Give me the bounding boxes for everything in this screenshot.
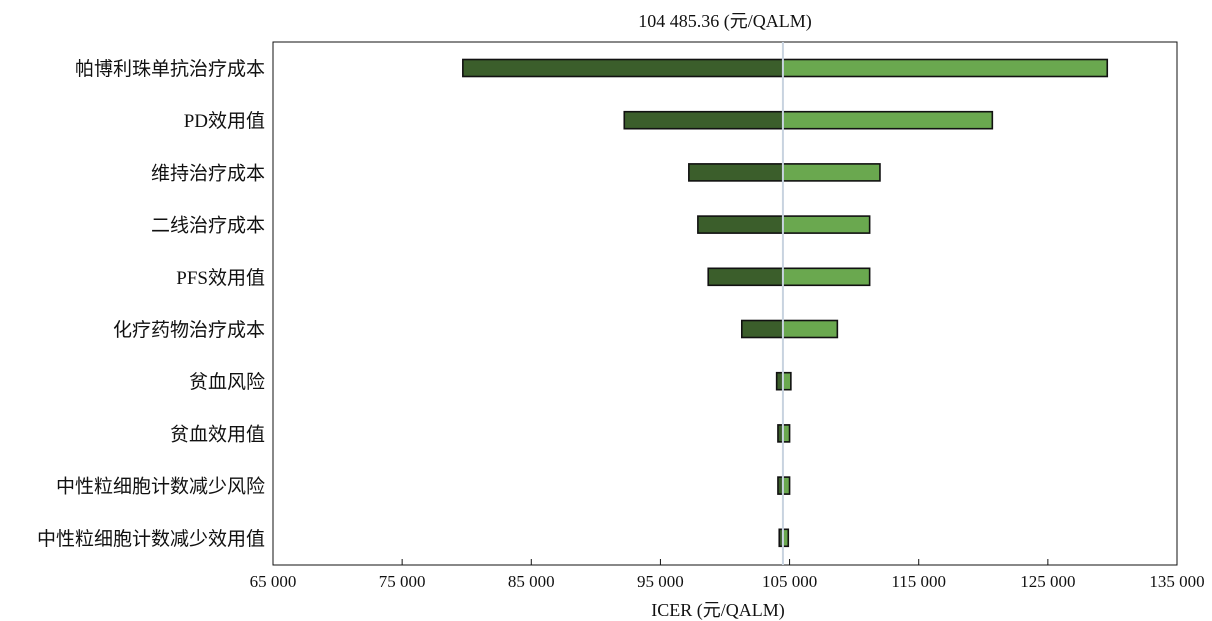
category-label: 中性粒细胞计数减少风险 bbox=[56, 476, 265, 498]
bar-low bbox=[741, 320, 783, 338]
bar-outline bbox=[688, 163, 881, 182]
bar-high bbox=[782, 372, 791, 390]
category-label: 中性粒细胞计数减少效用值 bbox=[37, 528, 265, 550]
category-label: 贫血效用值 bbox=[170, 423, 265, 445]
category-label: 维持治疗成本 bbox=[151, 162, 265, 184]
bar-high bbox=[782, 424, 790, 442]
x-axis-title: ICER (元/QALM) bbox=[651, 600, 785, 621]
bar-outline bbox=[707, 267, 871, 287]
bar-low bbox=[697, 216, 783, 234]
bars-group bbox=[462, 58, 1109, 548]
bar-high bbox=[782, 477, 790, 495]
category-label: 二线治疗成本 bbox=[151, 215, 265, 237]
bar-low bbox=[688, 163, 783, 181]
category-label: 帕博利珠单抗治疗成本 bbox=[75, 58, 265, 80]
bar-low bbox=[624, 111, 783, 129]
chart-title: 104 485.36 (元/QALM) bbox=[638, 11, 812, 32]
category-label: 化疗药物治疗成本 bbox=[113, 319, 265, 341]
bar-outline bbox=[462, 58, 1109, 78]
x-tick-label: 75 000 bbox=[379, 572, 426, 591]
x-tick-label: 65 000 bbox=[250, 572, 297, 591]
bar-high bbox=[782, 320, 838, 338]
bar-high bbox=[782, 59, 1108, 77]
bar-high bbox=[782, 216, 870, 234]
x-tick-label: 125 000 bbox=[1020, 572, 1075, 591]
bar-high bbox=[782, 111, 993, 129]
bar-low bbox=[777, 424, 783, 442]
bar-high bbox=[782, 268, 870, 286]
x-tick-label: 95 000 bbox=[637, 572, 684, 591]
category-label: PFS效用值 bbox=[176, 267, 265, 289]
category-label: PD效用值 bbox=[184, 110, 265, 132]
bar-outline bbox=[623, 110, 994, 130]
x-tick-label: 115 000 bbox=[891, 572, 946, 591]
category-label: 贫血风险 bbox=[189, 371, 265, 393]
x-tick-label: 135 000 bbox=[1149, 572, 1204, 591]
plot-frame bbox=[272, 41, 1178, 566]
bar-low bbox=[779, 529, 783, 547]
bar-high bbox=[782, 529, 789, 547]
bar-high bbox=[782, 163, 880, 181]
x-axis-ticks: 65 000 75 000 85 000 95 000 105 000 115 000 12… bbox=[250, 559, 1205, 591]
bar-low bbox=[462, 59, 783, 77]
x-tick-label: 85 000 bbox=[508, 572, 555, 591]
x-tick-label: 105 000 bbox=[762, 572, 817, 591]
bar-low bbox=[776, 372, 783, 390]
bar-outline bbox=[740, 319, 839, 339]
bar-low bbox=[708, 268, 783, 286]
bar-low bbox=[777, 477, 783, 495]
